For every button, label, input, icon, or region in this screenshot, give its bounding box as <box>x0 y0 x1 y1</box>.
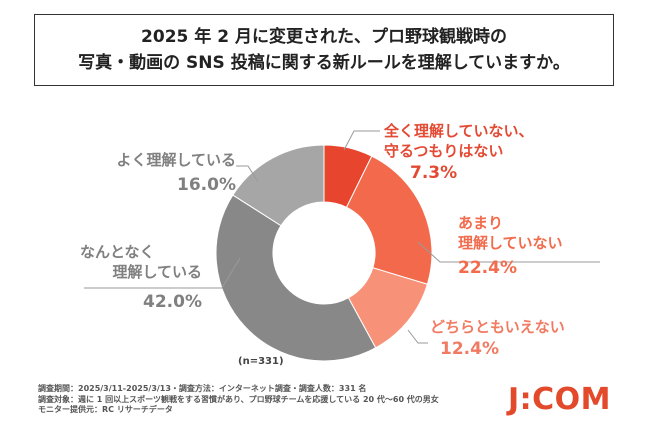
footnote-line-3: モニター提供元：RC リサーチデータ <box>38 405 173 414</box>
slice-somewhat-understand <box>215 194 377 362</box>
leader-not-understand-at-all <box>343 130 380 151</box>
label-well-understand-line1: よく理解している <box>116 151 236 169</box>
value-well-understand: 16.0% <box>177 175 236 195</box>
label-not-really-understand-line2: 理解していない <box>458 234 563 252</box>
jcom-logo: J:COM <box>508 382 612 417</box>
label-not-understand-at-all-line2: 守るつもりはない <box>384 142 504 160</box>
sample-size-note: (n=331) <box>238 356 284 367</box>
footnote-line-1: 調査期間：2025/3/11-2025/3/13・調査方法：インターネット調査・… <box>38 384 367 393</box>
leader-neutral <box>407 329 428 344</box>
label-not-understand-at-all-line1: 全く理解していない、 <box>384 122 534 140</box>
slice-group <box>215 144 433 362</box>
slice-well-understand <box>232 144 325 227</box>
leader-not-really-understand <box>417 241 600 263</box>
leader-well-understand <box>236 165 259 183</box>
label-not-really-understand-line1: あまり <box>458 214 504 232</box>
label-not-understand-at-all: 全く理解していない、 守るつもりはない 7.3% <box>384 121 534 185</box>
title-line-1: 2025 年 2 月に変更された、プロ野球観戦時の <box>141 27 507 47</box>
title-box: 2025 年 2 月に変更された、プロ野球観戦時の 写真・動画の SNS 投稿に… <box>34 14 614 86</box>
label-not-really-understand: あまり 理解していない 22.4% <box>458 213 563 280</box>
leader-somewhat-understand <box>84 257 241 289</box>
slice-not-really-understand <box>345 155 433 285</box>
label-neutral-line1: どちらともいえない <box>430 318 565 336</box>
survey-footnote: 調査期間：2025/3/11-2025/3/13・調査方法：インターネット調査・… <box>38 384 439 416</box>
value-neutral: 12.4% <box>440 339 499 359</box>
value-not-understand-at-all: 7.3% <box>410 163 458 183</box>
label-somewhat-understand-line1: なんとなく <box>80 243 155 261</box>
label-somewhat-understand: なんとなく 理解している 42.0% <box>80 242 202 314</box>
value-somewhat-understand: 42.0% <box>143 292 202 312</box>
footnote-line-2: 調査対象：週に 1 回以上スポーツ観戦をする習慣があり、プロ野球チームを応援して… <box>38 394 439 404</box>
leader-line-group <box>84 130 600 344</box>
value-not-really-understand: 22.4% <box>458 258 517 278</box>
label-neutral: どちらともいえない 12.4% <box>430 317 565 361</box>
label-well-understand: よく理解している 16.0% <box>80 150 236 197</box>
title-line-2: 写真・動画の SNS 投稿に関する新ルールを理解していますか。 <box>78 53 570 73</box>
label-somewhat-understand-line2: 理解している <box>112 263 202 281</box>
